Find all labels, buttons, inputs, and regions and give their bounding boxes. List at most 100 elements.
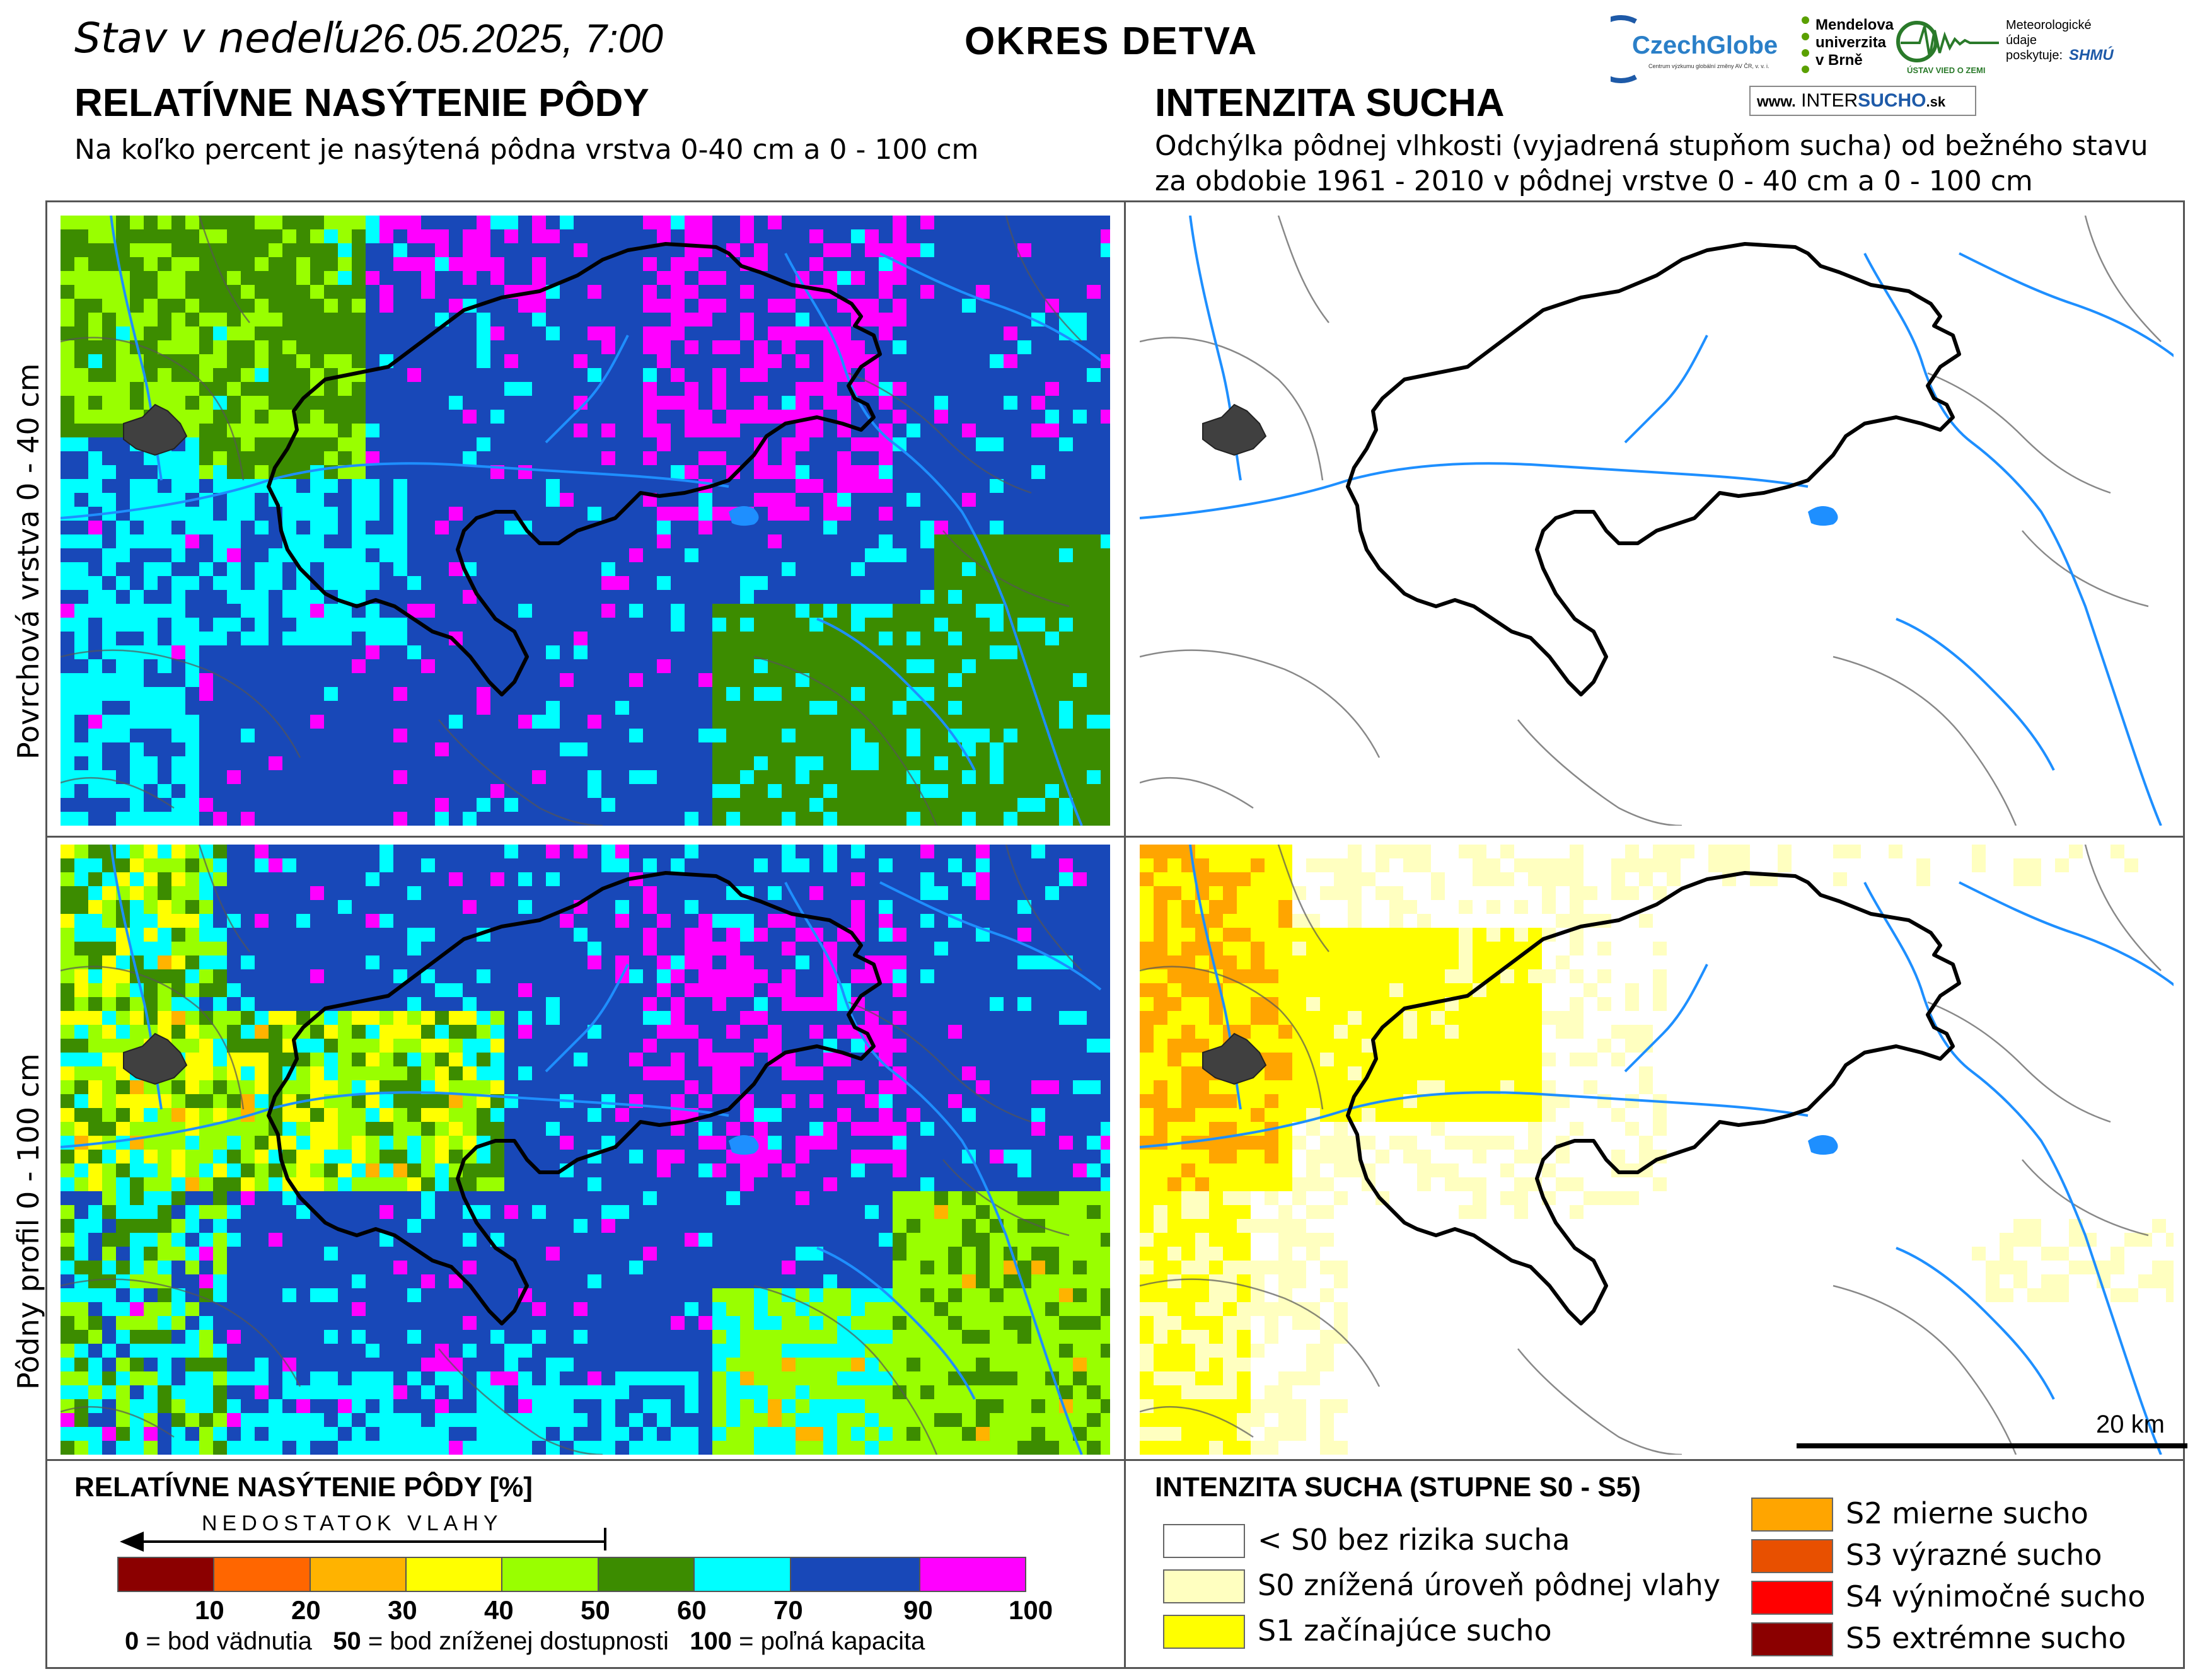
saturation-cell: [477, 687, 490, 701]
saturation-cell: [241, 928, 255, 942]
saturation-cell: [1017, 410, 1031, 424]
saturation-cell: [518, 770, 532, 784]
saturation-cell: [421, 299, 435, 313]
saturation-cell: [934, 548, 948, 562]
saturation-cell: [865, 521, 879, 534]
saturation-cell: [407, 928, 421, 942]
saturation-cell: [477, 548, 490, 562]
saturation-cell: [379, 410, 393, 424]
saturation-cell: [296, 548, 310, 562]
saturation-cell: [1059, 368, 1073, 382]
saturation-cell: [685, 216, 698, 229]
saturation-cell: [657, 886, 671, 900]
saturation-cell: [518, 784, 532, 798]
saturation-cell: [241, 507, 255, 521]
saturation-cell: [407, 1053, 421, 1066]
saturation-cell: [1073, 1011, 1087, 1025]
saturation-cell: [934, 590, 948, 604]
saturation-cell: [560, 299, 574, 313]
saturation-cell: [657, 659, 671, 673]
saturation-cell: [546, 590, 560, 604]
saturation-cell: [740, 271, 754, 285]
saturation-cell: [407, 1066, 421, 1080]
saturation-cell: [144, 784, 158, 798]
saturation-cell: [1031, 271, 1045, 285]
saturation-cell: [435, 1025, 449, 1039]
saturation-cell: [1087, 858, 1101, 872]
saturation-cell: [158, 900, 171, 914]
saturation-cell: [629, 955, 643, 969]
saturation-cell: [1017, 845, 1031, 858]
saturation-cell: [990, 942, 1004, 955]
saturation-cell: [407, 299, 421, 313]
saturation-cell: [698, 770, 712, 784]
saturation-cell: [1073, 632, 1087, 645]
saturation-cell: [144, 534, 158, 548]
saturation-cell: [74, 659, 88, 673]
saturation-cell: [823, 271, 837, 285]
saturation-cell: [74, 368, 88, 382]
saturation-cell: [1087, 590, 1101, 604]
saturation-cell: [588, 368, 601, 382]
saturation-cell: [671, 632, 685, 645]
saturation-cell: [851, 645, 865, 659]
saturation-cell: [948, 229, 962, 243]
saturation-cell: [255, 1039, 269, 1053]
saturation-cell: [227, 534, 241, 548]
saturation-cell: [504, 382, 518, 396]
saturation-cell: [1017, 1011, 1031, 1025]
saturation-cell: [477, 382, 490, 396]
saturation-cell: [490, 382, 504, 396]
saturation-cell: [282, 590, 296, 604]
saturation-cell: [754, 285, 768, 299]
saturation-cell: [102, 216, 116, 229]
saturation-cell: [823, 969, 837, 983]
saturation-cell: [116, 368, 130, 382]
saturation-cell: [796, 701, 809, 715]
saturation-cell: [893, 955, 906, 969]
saturation-cell: [1101, 368, 1110, 382]
saturation-cell: [102, 1094, 116, 1108]
saturation-cell: [934, 1025, 948, 1039]
saturation-cell: [324, 1053, 338, 1066]
saturation-cell: [393, 756, 407, 770]
saturation-cell: [518, 1122, 532, 1136]
saturation-cell: [1087, 465, 1101, 479]
saturation-cell: [893, 701, 906, 715]
saturation-cell: [352, 410, 366, 424]
saturation-cell: [1045, 942, 1059, 955]
intersucho-web-link[interactable]: www. INTERSUCHO.sk: [1749, 86, 1976, 116]
saturation-cell: [643, 382, 657, 396]
saturation-cell: [435, 424, 449, 437]
saturation-cell: [906, 507, 920, 521]
saturation-cell: [712, 1122, 726, 1136]
saturation-cell: [962, 618, 976, 632]
saturation-cell: [698, 756, 712, 770]
saturation-cell: [740, 715, 754, 729]
saturation-cell: [990, 521, 1004, 534]
saturation-cell: [948, 437, 962, 451]
saturation-cell: [504, 396, 518, 410]
saturation-cell: [61, 1122, 74, 1136]
saturation-cell: [851, 465, 865, 479]
saturation-cell: [920, 410, 934, 424]
saturation-cell: [199, 424, 213, 437]
saturation-cell: [144, 285, 158, 299]
saturation-cell: [615, 1094, 629, 1108]
saturation-cell: [1059, 1108, 1073, 1122]
saturation-cell: [823, 521, 837, 534]
saturation-cell: [712, 326, 726, 340]
saturation-cell: [574, 479, 588, 493]
saturation-cell: [740, 1080, 754, 1094]
saturation-cell: [796, 673, 809, 687]
saturation-cell: [726, 1108, 740, 1122]
saturation-cell: [948, 548, 962, 562]
saturation-cell: [1073, 507, 1087, 521]
saturation-cell: [227, 914, 241, 928]
saturation-cell: [282, 955, 296, 969]
saturation-cell: [338, 285, 352, 299]
saturation-cell: [269, 437, 282, 451]
saturation-cell: [546, 756, 560, 770]
saturation-cell: [893, 493, 906, 507]
saturation-cell: [116, 465, 130, 479]
